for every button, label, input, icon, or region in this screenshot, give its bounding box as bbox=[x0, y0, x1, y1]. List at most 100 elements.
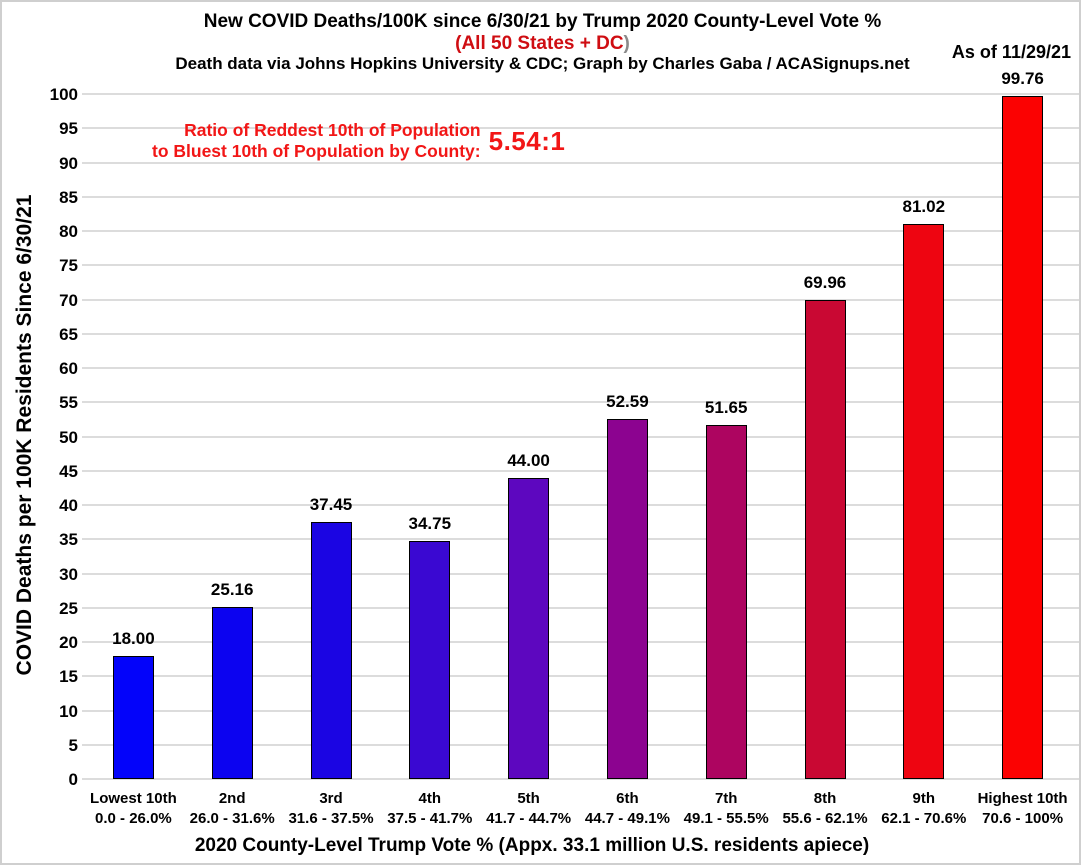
gridline-45 bbox=[82, 469, 1079, 472]
bar-value-label-6: 52.59 bbox=[606, 391, 649, 411]
x-category-name-8: 8th bbox=[813, 790, 837, 807]
gridline-100 bbox=[82, 93, 1079, 95]
y-tick-label-0: 0 bbox=[68, 770, 78, 789]
y-tick-label-80: 80 bbox=[59, 222, 78, 241]
gridline-75 bbox=[82, 264, 1079, 267]
bar-value-label-1: 18.00 bbox=[112, 628, 155, 648]
y-tick-label-10: 10 bbox=[59, 701, 78, 721]
gridline-90 bbox=[82, 161, 1079, 164]
bar-value-label-4: 34.75 bbox=[408, 513, 452, 533]
gridline-80 bbox=[82, 230, 1079, 232]
y-tick-label-40: 40 bbox=[59, 496, 78, 515]
x-category-range-5: 41.7 - 44.7% bbox=[486, 810, 572, 827]
x-category-name-10: Highest 10th bbox=[977, 790, 1068, 807]
ratio-annotation-line1: Ratio of Reddest 10th of Population bbox=[184, 120, 481, 140]
gridline-40 bbox=[82, 504, 1079, 506]
chart-subtitle-paren: ) bbox=[623, 33, 630, 54]
chart-title: New COVID Deaths/100K since 6/30/21 by T… bbox=[203, 11, 882, 32]
x-category-label-3: 3rd 31.6 - 37.5% bbox=[271, 789, 391, 829]
credit-line: Death data via Johns Hopkins University … bbox=[175, 54, 910, 73]
x-category-label-7: 7th 49.1 - 55.5% bbox=[666, 789, 786, 829]
ratio-annotation: Ratio of Reddest 10th of Population to B… bbox=[152, 120, 565, 162]
x-category-name-6: 6th bbox=[616, 790, 639, 807]
y-tick-label-60: 60 bbox=[59, 359, 78, 378]
bar-6 bbox=[606, 418, 648, 779]
y-tick-label-100: 100 bbox=[49, 85, 78, 104]
y-tick-label-35: 35 bbox=[59, 530, 78, 550]
chart-subtitle-red-text: (All 50 States + DC bbox=[455, 33, 624, 54]
gridline-25 bbox=[82, 606, 1079, 609]
bar-10 bbox=[1002, 95, 1044, 779]
bar-value-label-5: 44.00 bbox=[507, 450, 550, 470]
gridline-15 bbox=[82, 675, 1079, 678]
gridline-70 bbox=[82, 298, 1079, 301]
y-tick-label-15: 15 bbox=[59, 667, 78, 687]
x-category-label-8: 8th 55.6 - 62.1% bbox=[765, 789, 885, 829]
bar-value-label-3: 37.45 bbox=[309, 495, 353, 515]
y-tick-label-5: 5 bbox=[68, 735, 78, 755]
x-axis-title: 2020 County-Level Trump Vote % (Appx. 33… bbox=[194, 835, 870, 856]
y-tick-label-90: 90 bbox=[59, 153, 78, 173]
bar-value-label-7: 51.65 bbox=[704, 398, 748, 418]
gridline-95 bbox=[82, 127, 1079, 130]
bar-3 bbox=[310, 522, 352, 779]
x-category-range-2: 26.0 - 31.6% bbox=[189, 810, 275, 827]
y-tick-label-45: 45 bbox=[59, 461, 78, 481]
x-category-label-6: 6th 44.7 - 49.1% bbox=[567, 789, 687, 829]
x-category-name-2: 2nd bbox=[218, 790, 246, 807]
bar-8 bbox=[804, 299, 846, 779]
bar-value-label-2: 25.16 bbox=[210, 579, 254, 599]
chart-subtitle: (All 50 States + DC) bbox=[2, 33, 1079, 55]
x-category-label-10: Highest 10th 70.6 - 100% bbox=[963, 789, 1079, 829]
bar-7 bbox=[705, 425, 747, 779]
x-category-name-4: 4th bbox=[418, 790, 442, 807]
x-category-label-5: 5th 41.7 - 44.7% bbox=[469, 789, 589, 829]
bar-value-label-8: 69.96 bbox=[803, 272, 847, 292]
x-category-name-3: 3rd bbox=[319, 790, 343, 807]
x-category-label-2: 2nd 26.0 - 31.6% bbox=[172, 789, 292, 829]
gridline-30 bbox=[82, 572, 1079, 575]
gridline-5 bbox=[82, 743, 1079, 746]
ratio-annotation-line2: to Bluest 10th of Population by County: bbox=[152, 141, 481, 161]
x-category-range-9: 62.1 - 70.6% bbox=[881, 810, 967, 827]
gridline-10 bbox=[82, 709, 1079, 712]
x-category-range-6: 44.7 - 49.1% bbox=[584, 810, 670, 827]
gridline-60 bbox=[82, 367, 1079, 369]
x-category-label-9: 9th 62.1 - 70.6% bbox=[864, 789, 984, 829]
x-category-range-3: 31.6 - 37.5% bbox=[288, 810, 374, 827]
x-category-name-5: 5th bbox=[517, 790, 540, 807]
y-tick-label-85: 85 bbox=[59, 187, 78, 207]
gridline-55 bbox=[82, 401, 1079, 404]
x-category-range-1: 0.0 - 26.0% bbox=[95, 810, 172, 827]
gridline-50 bbox=[82, 435, 1079, 438]
y-tick-label-50: 50 bbox=[59, 427, 78, 447]
x-category-range-4: 37.5 - 41.7% bbox=[387, 810, 473, 827]
bar-5 bbox=[508, 477, 550, 779]
x-category-range-8: 55.6 - 62.1% bbox=[782, 810, 868, 827]
bar-value-label-10: 99.76 bbox=[1001, 68, 1044, 88]
gridline-0 bbox=[82, 778, 1079, 780]
y-tick-label-75: 75 bbox=[59, 256, 78, 276]
y-tick-label-95: 95 bbox=[59, 119, 78, 139]
y-tick-label-55: 55 bbox=[59, 393, 78, 413]
ratio-value: 5.54:1 bbox=[488, 125, 566, 156]
y-tick-label-20: 20 bbox=[59, 633, 78, 652]
bar-4 bbox=[409, 540, 451, 779]
x-category-name-7: 7th bbox=[714, 790, 738, 807]
x-category-label-1: Lowest 10th 0.0 - 26.0% bbox=[73, 789, 193, 829]
bar-1 bbox=[112, 655, 154, 779]
gridline-35 bbox=[82, 538, 1079, 541]
as-of-date: As of 11/29/21 bbox=[951, 42, 1071, 62]
y-tick-label-65: 65 bbox=[59, 324, 78, 344]
x-category-range-7: 49.1 - 55.5% bbox=[683, 810, 769, 827]
x-category-name-9: 9th bbox=[912, 790, 936, 807]
gridline-65 bbox=[82, 332, 1079, 335]
bar-2 bbox=[211, 606, 253, 779]
gridline-85 bbox=[82, 195, 1079, 198]
y-tick-label-30: 30 bbox=[59, 564, 78, 584]
y-tick-label-70: 70 bbox=[59, 290, 78, 310]
y-tick-label-25: 25 bbox=[59, 598, 78, 618]
x-category-label-4: 4th 37.5 - 41.7% bbox=[370, 789, 490, 829]
